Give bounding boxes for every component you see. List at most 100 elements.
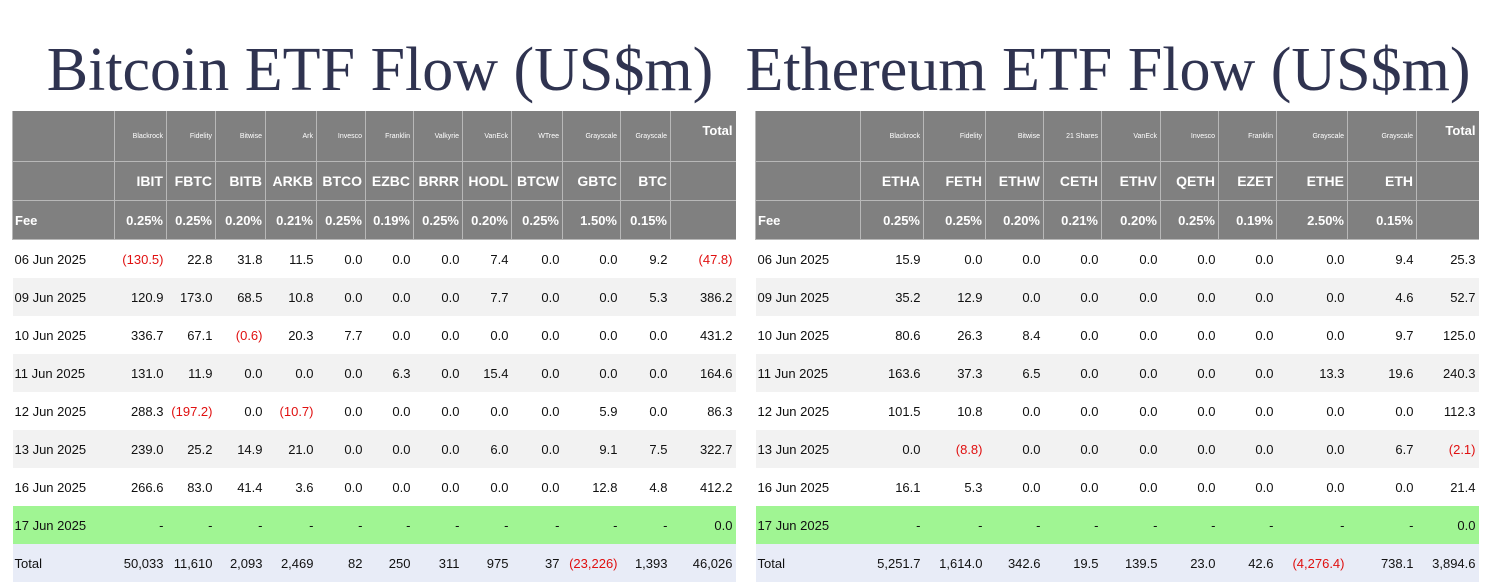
issuer-name: VanEck bbox=[462, 111, 512, 162]
flow-value: 0.0 bbox=[670, 506, 736, 544]
flow-value: 0.0 bbox=[490, 403, 509, 419]
flow-value: (47.8) bbox=[698, 251, 733, 267]
flow-value: 14.9 bbox=[215, 430, 266, 468]
eth-table: Blackrock Fidelity Bitwise 21 Shares VanEck I… bbox=[755, 111, 1479, 582]
flow-value: 68.5 bbox=[215, 278, 266, 316]
total-label: Total bbox=[12, 544, 115, 582]
flow-value: 7.4 bbox=[490, 251, 509, 267]
fee: 0.25% bbox=[166, 200, 216, 240]
total-value: 46,026 bbox=[670, 544, 736, 582]
flow-value: 0.0 bbox=[1218, 278, 1277, 316]
issuer-name: Franklin bbox=[365, 111, 414, 162]
flow-value: 0.0 bbox=[1218, 430, 1277, 468]
flow-value: 7.7 bbox=[344, 327, 363, 343]
fee: 0.15% bbox=[1347, 200, 1417, 240]
issuer-name: Ark bbox=[265, 111, 317, 162]
flow-value: 5.3 bbox=[620, 278, 671, 316]
fee: 0.25% bbox=[1160, 200, 1219, 240]
issuer-name: Invesco bbox=[1160, 111, 1219, 162]
btc-title: Bitcoin ETF Flow (US$m) bbox=[46, 36, 714, 104]
flow-value: 0.0 bbox=[599, 327, 618, 343]
data-row: 16 Jun 2025 16.1 5.3 0.0 0.0 0.0 0.0 0.0 0.0 0.0 2… bbox=[756, 468, 1479, 506]
fee: 0.25% bbox=[860, 200, 924, 240]
flow-value: 0.0 bbox=[1160, 430, 1219, 468]
flow-value: 0.0 bbox=[441, 403, 460, 419]
date: 12 Jun 2025 bbox=[14, 403, 87, 419]
header-cell bbox=[12, 161, 115, 201]
flow-value: - bbox=[316, 506, 366, 544]
data-row: 17 Jun 2025- - - - - - - - -0.0 bbox=[755, 506, 1479, 544]
flow-value: - bbox=[562, 506, 621, 544]
header-cell bbox=[670, 161, 736, 201]
flow-value: - bbox=[166, 506, 216, 544]
flow-value: 7.7 bbox=[462, 278, 512, 316]
date: 16 Jun 2025 bbox=[14, 479, 87, 495]
flow-value: (2.1) bbox=[1416, 430, 1479, 468]
ticker: HODL bbox=[462, 161, 512, 201]
flow-value: - bbox=[413, 506, 463, 544]
data-row: 11 Jun 2025 131.0 11.9 0.0 0.0 0.0 6.3 0.0 15.4 0… bbox=[12, 354, 736, 392]
flow-value: 0.0 bbox=[985, 278, 1044, 316]
flow-value: 86.3 bbox=[707, 403, 733, 419]
flow-value: 52.7 bbox=[1416, 278, 1479, 316]
fee-row: Fee 0.25% 0.25% 0.20% 0.21% 0.25% 0.19% 0.25% 0.… bbox=[12, 200, 736, 240]
fee: 0.19% bbox=[365, 200, 414, 240]
issuer-name: Grayscale bbox=[1276, 111, 1348, 162]
flow-value: 0.0 bbox=[441, 327, 460, 343]
flow-value: 19.6 bbox=[1347, 354, 1417, 392]
flow-value: 0.0 bbox=[1160, 354, 1219, 392]
flow-value: 0.0 bbox=[1022, 251, 1041, 267]
flow-value: 0.0 bbox=[344, 251, 363, 267]
ticker: QETH bbox=[1160, 161, 1219, 201]
flow-value: 288.3 bbox=[130, 403, 164, 419]
flow-value: 0.0 bbox=[1139, 479, 1158, 495]
fee: 0.20% bbox=[985, 200, 1044, 240]
flow-value: - bbox=[215, 506, 266, 544]
data-row: 06 Jun 2025 15.9 0.0 0.0 0.0 0.0 0.0 0.0 0.0 9.4 2… bbox=[756, 240, 1479, 279]
flow-value: 67.1 bbox=[187, 327, 213, 343]
fee: 0.25% bbox=[316, 200, 366, 240]
flow-value: - bbox=[511, 506, 563, 544]
flow-value: 0.0 bbox=[1043, 278, 1102, 316]
data-row: 16 Jun 2025 266.6 83.0 41.4 3.6 0.0 0.0 0.0 0.0 0… bbox=[13, 468, 736, 506]
flow-value: 12.8 bbox=[592, 479, 618, 495]
flow-value: 131.0 bbox=[114, 354, 167, 392]
flow-value: - bbox=[462, 506, 512, 544]
ticker: IBIT bbox=[114, 161, 167, 201]
total-value: 82 bbox=[316, 544, 366, 582]
flow-value: 0.0 bbox=[599, 251, 618, 267]
flow-value: 0.0 bbox=[511, 354, 563, 392]
fee-label: Fee bbox=[12, 200, 115, 240]
total-value: 311 bbox=[413, 544, 463, 582]
flow-value: 0.0 bbox=[1255, 403, 1274, 419]
date: 10 Jun 2025 bbox=[757, 327, 830, 343]
flow-value: 0.0 bbox=[1255, 251, 1274, 267]
date: 10 Jun 2025 bbox=[14, 327, 87, 343]
flow-value: 21.4 bbox=[1450, 479, 1476, 495]
flow-value: - bbox=[860, 506, 924, 544]
flow-value: - bbox=[1160, 506, 1219, 544]
flow-value: 0.0 bbox=[441, 479, 460, 495]
ticker: GBTC bbox=[562, 161, 621, 201]
issuer-name: Grayscale bbox=[562, 111, 621, 162]
flow-value: 0.0 bbox=[1326, 327, 1345, 343]
total-row: Total 5,251.7 1,614.0 342.6 19.5 139.5 23.0 42.… bbox=[755, 544, 1479, 582]
total-value: 3,894.6 bbox=[1416, 544, 1479, 582]
flow-value: 0.0 bbox=[413, 278, 463, 316]
flow-value: 0.0 bbox=[392, 479, 411, 495]
flow-value: 0.0 bbox=[1326, 251, 1345, 267]
flow-value: 0.0 bbox=[1276, 430, 1348, 468]
flow-value: 22.8 bbox=[187, 251, 213, 267]
issuer-name: Fidelity bbox=[923, 111, 986, 162]
header-cell bbox=[1416, 200, 1479, 240]
ticker: BTCW bbox=[511, 161, 563, 201]
flow-value: 0.0 bbox=[1197, 403, 1216, 419]
flow-value: 0.0 bbox=[392, 403, 411, 419]
flow-value: 11.9 bbox=[166, 354, 216, 392]
flow-value: 0.0 bbox=[490, 479, 509, 495]
ticker: CETH bbox=[1043, 161, 1102, 201]
flow-value: - bbox=[1043, 506, 1102, 544]
flow-value: 0.0 bbox=[1326, 403, 1345, 419]
flow-value: - bbox=[985, 506, 1044, 544]
flow-value: 0.0 bbox=[365, 430, 414, 468]
